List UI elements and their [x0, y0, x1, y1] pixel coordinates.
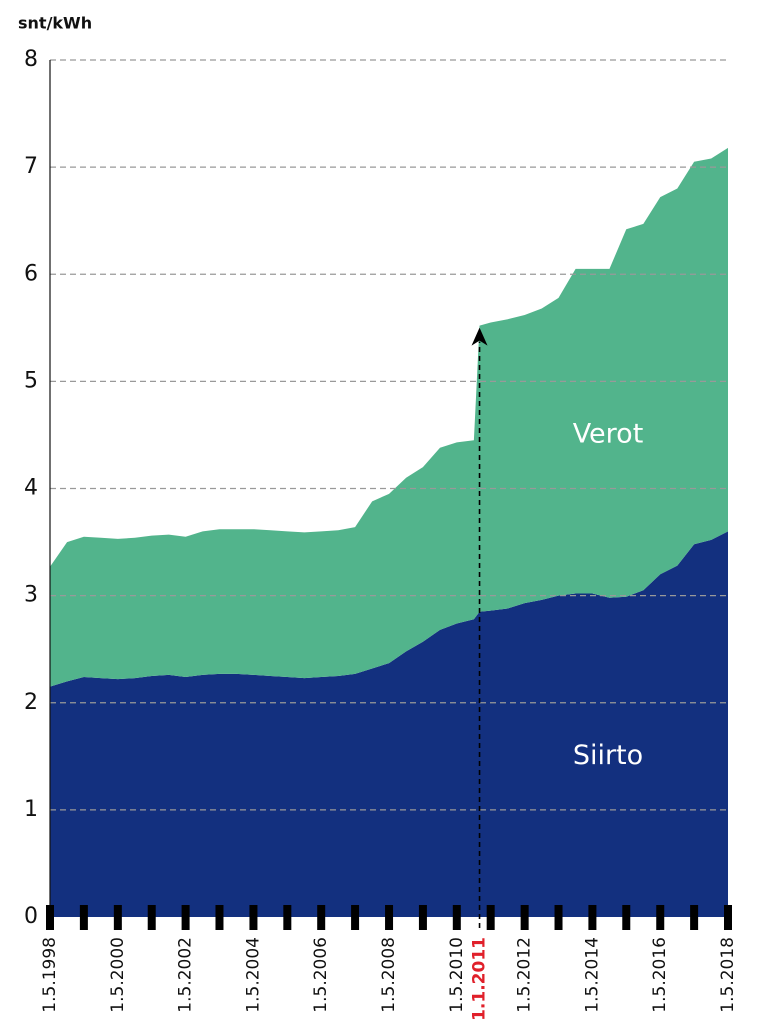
x-tick-mark	[520, 905, 529, 930]
x-tick-label: 1.5.2016	[650, 937, 670, 1013]
series-label: Siirto	[573, 740, 643, 771]
x-tick-mark	[622, 905, 631, 930]
x-tick-mark	[690, 905, 699, 930]
x-tick-mark	[283, 905, 292, 930]
x-tick-label: 1.5.2006	[311, 937, 331, 1013]
series-label: Verot	[573, 418, 644, 449]
y-axis-label: snt/kWh	[18, 14, 92, 33]
x-tick-mark	[249, 905, 258, 930]
x-tick-mark	[147, 905, 156, 930]
x-tick-mark	[656, 905, 665, 930]
x-tick-label: 1.5.1998	[40, 937, 60, 1013]
y-tick-label: 0	[24, 904, 38, 929]
x-tick-mark	[113, 905, 122, 930]
x-tick-mark	[554, 905, 563, 930]
areas	[50, 147, 728, 917]
x-tick-mark	[317, 905, 326, 930]
y-tick-label: 8	[24, 47, 38, 72]
x-tick-label: 1.5.2018	[718, 937, 738, 1013]
x-tick-mark	[724, 905, 732, 930]
y-tick-label: 3	[24, 583, 38, 608]
y-tick-label: 5	[24, 368, 38, 393]
y-tick-label: 2	[24, 690, 38, 715]
y-tick-label: 4	[24, 476, 38, 501]
x-tick-mark	[452, 905, 461, 930]
x-tick-label: 1.5.2004	[243, 937, 263, 1013]
x-tick-mark	[385, 905, 394, 930]
x-tick-label: 1.5.2014	[582, 937, 602, 1013]
x-tick-label: 1.5.2012	[515, 937, 535, 1013]
y-tick-label: 7	[24, 154, 38, 179]
area-0	[50, 531, 728, 917]
x-tick-label: 1.5.2008	[379, 937, 399, 1013]
x-tick-mark	[181, 905, 190, 930]
x-tick-label: 1.5.2010	[447, 937, 467, 1013]
x-tick-label: 1.5.2002	[176, 937, 196, 1013]
x-tick-mark	[418, 905, 427, 930]
area-1	[50, 147, 728, 687]
x-tick-mark	[351, 905, 360, 930]
x-tick-mark	[588, 905, 597, 930]
y-tick-label: 6	[24, 261, 38, 286]
y-tick-label: 1	[24, 797, 38, 822]
x-tick-mark	[486, 905, 495, 930]
annotation-label: 1.1.2011	[470, 937, 490, 1021]
x-tick-mark	[46, 905, 54, 930]
x-tick-mark	[215, 905, 224, 930]
arrow-head	[471, 327, 488, 346]
x-tick-label: 1.5.2000	[108, 937, 128, 1013]
x-tick-mark	[79, 905, 88, 930]
